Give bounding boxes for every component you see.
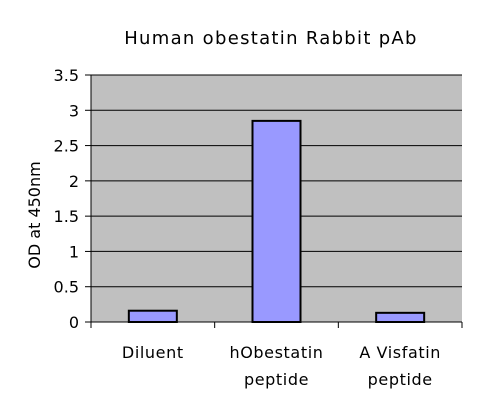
y-tick-label: 1.5 (54, 207, 79, 226)
y-tick-label: 2 (69, 172, 79, 191)
chart-title: Human obestatin Rabbit pAb (124, 28, 418, 49)
y-tick-labels: 0 0.5 1 1.5 2 2.5 3 3.5 (54, 66, 79, 332)
x-tick-label: Diluent (122, 343, 184, 362)
bar (251, 119, 302, 323)
y-tick-label: 2.5 (54, 137, 79, 156)
bars (127, 119, 426, 323)
y-tick-label: 1 (69, 242, 79, 261)
x-tick-label: peptide (244, 370, 309, 389)
x-tick-labels: Diluent hObestatin peptide A Visfatin peptid… (122, 343, 441, 389)
x-tick-label: hObestatin (229, 343, 323, 362)
y-tick-label: 0.5 (54, 278, 79, 297)
y-tick-label: 3 (69, 101, 79, 120)
x-tick-label: A Visfatin (359, 343, 441, 362)
y-tick-label: 0 (69, 313, 79, 332)
y-axis-label: OD at 450nm (25, 161, 44, 268)
bar (127, 309, 178, 323)
x-tick-label: peptide (368, 370, 433, 389)
axes (90, 75, 463, 328)
bar (375, 311, 426, 323)
y-tick-label: 3.5 (54, 66, 79, 85)
